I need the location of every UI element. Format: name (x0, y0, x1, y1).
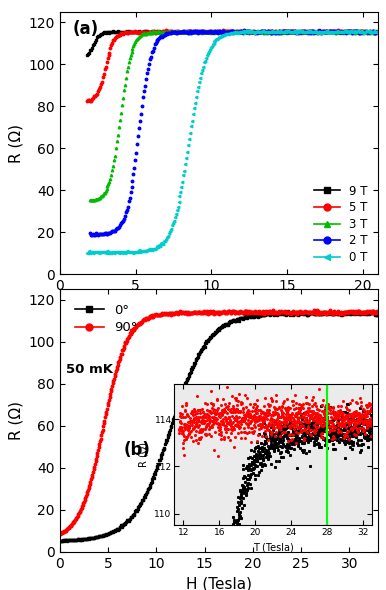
9 T (186, 26, 191, 33)
90° (376, 310, 381, 317)
X-axis label: T (K): T (K) (201, 299, 237, 314)
2 T (281, 28, 285, 35)
3 T (139, 31, 144, 38)
Legend: 0°, 90°: 0°, 90° (69, 299, 143, 339)
0 T (257, 28, 261, 35)
0° (371, 307, 375, 314)
Line: 3 T: 3 T (89, 29, 379, 202)
3 T (88, 197, 93, 204)
2 T (305, 29, 310, 36)
5 T (217, 28, 222, 35)
0° (312, 310, 317, 317)
9 T (280, 28, 284, 35)
5 T (280, 28, 285, 35)
9 T (217, 28, 222, 35)
0 T (104, 250, 108, 257)
Line: 2 T: 2 T (89, 29, 379, 237)
0 T (280, 27, 284, 34)
5 T (85, 97, 90, 104)
5 T (376, 28, 381, 35)
Line: 0 T: 0 T (86, 28, 379, 254)
3 T (258, 28, 263, 35)
90° (312, 309, 317, 316)
3 T (163, 30, 167, 37)
2 T (88, 230, 93, 237)
2 T (376, 28, 381, 35)
0° (90, 534, 95, 541)
3 T (88, 196, 93, 204)
5 T (257, 28, 262, 35)
5 T (305, 28, 310, 35)
X-axis label: H (Tesla): H (Tesla) (186, 576, 252, 590)
90° (311, 306, 316, 313)
Line: 90°: 90° (59, 309, 379, 536)
0 T (217, 34, 222, 41)
9 T (136, 27, 141, 34)
3 T (288, 27, 292, 34)
2 T (139, 106, 144, 113)
5 T (137, 27, 141, 34)
3 T (281, 28, 285, 35)
Text: (b): (b) (124, 441, 151, 460)
5 T (161, 28, 165, 35)
0 T (137, 247, 141, 254)
0 T (376, 28, 381, 35)
9 T (257, 28, 261, 35)
Y-axis label: R (Ω): R (Ω) (8, 401, 23, 440)
0° (198, 349, 203, 356)
9 T (160, 28, 164, 35)
2 T (96, 232, 100, 239)
3 T (219, 28, 223, 35)
2 T (219, 28, 223, 35)
9 T (85, 51, 90, 58)
2 T (258, 29, 263, 36)
90° (306, 308, 310, 315)
Line: 0°: 0° (59, 310, 379, 542)
3 T (376, 28, 381, 35)
90° (58, 530, 62, 537)
Line: 9 T: 9 T (86, 28, 379, 56)
0° (186, 374, 191, 381)
3 T (306, 28, 310, 35)
0° (59, 537, 64, 545)
9 T (305, 29, 309, 36)
90° (90, 471, 95, 478)
0° (58, 537, 62, 544)
Text: (a): (a) (73, 19, 99, 38)
0° (276, 310, 281, 317)
0 T (85, 249, 90, 256)
2 T (163, 30, 167, 37)
Text: 50 mK: 50 mK (66, 363, 113, 376)
2 T (331, 27, 335, 34)
0 T (325, 26, 330, 33)
Y-axis label: R (Ω): R (Ω) (8, 123, 23, 163)
Line: 5 T: 5 T (86, 29, 379, 103)
0° (306, 310, 311, 317)
90° (276, 308, 281, 315)
90° (186, 310, 191, 317)
0 T (160, 239, 165, 246)
5 T (85, 98, 90, 105)
0° (376, 309, 381, 316)
9 T (376, 28, 381, 35)
5 T (160, 27, 165, 34)
90° (198, 309, 202, 316)
0 T (305, 29, 309, 36)
Legend: 9 T, 5 T, 3 T, 2 T, 0 T: 9 T, 5 T, 3 T, 2 T, 0 T (309, 180, 372, 268)
